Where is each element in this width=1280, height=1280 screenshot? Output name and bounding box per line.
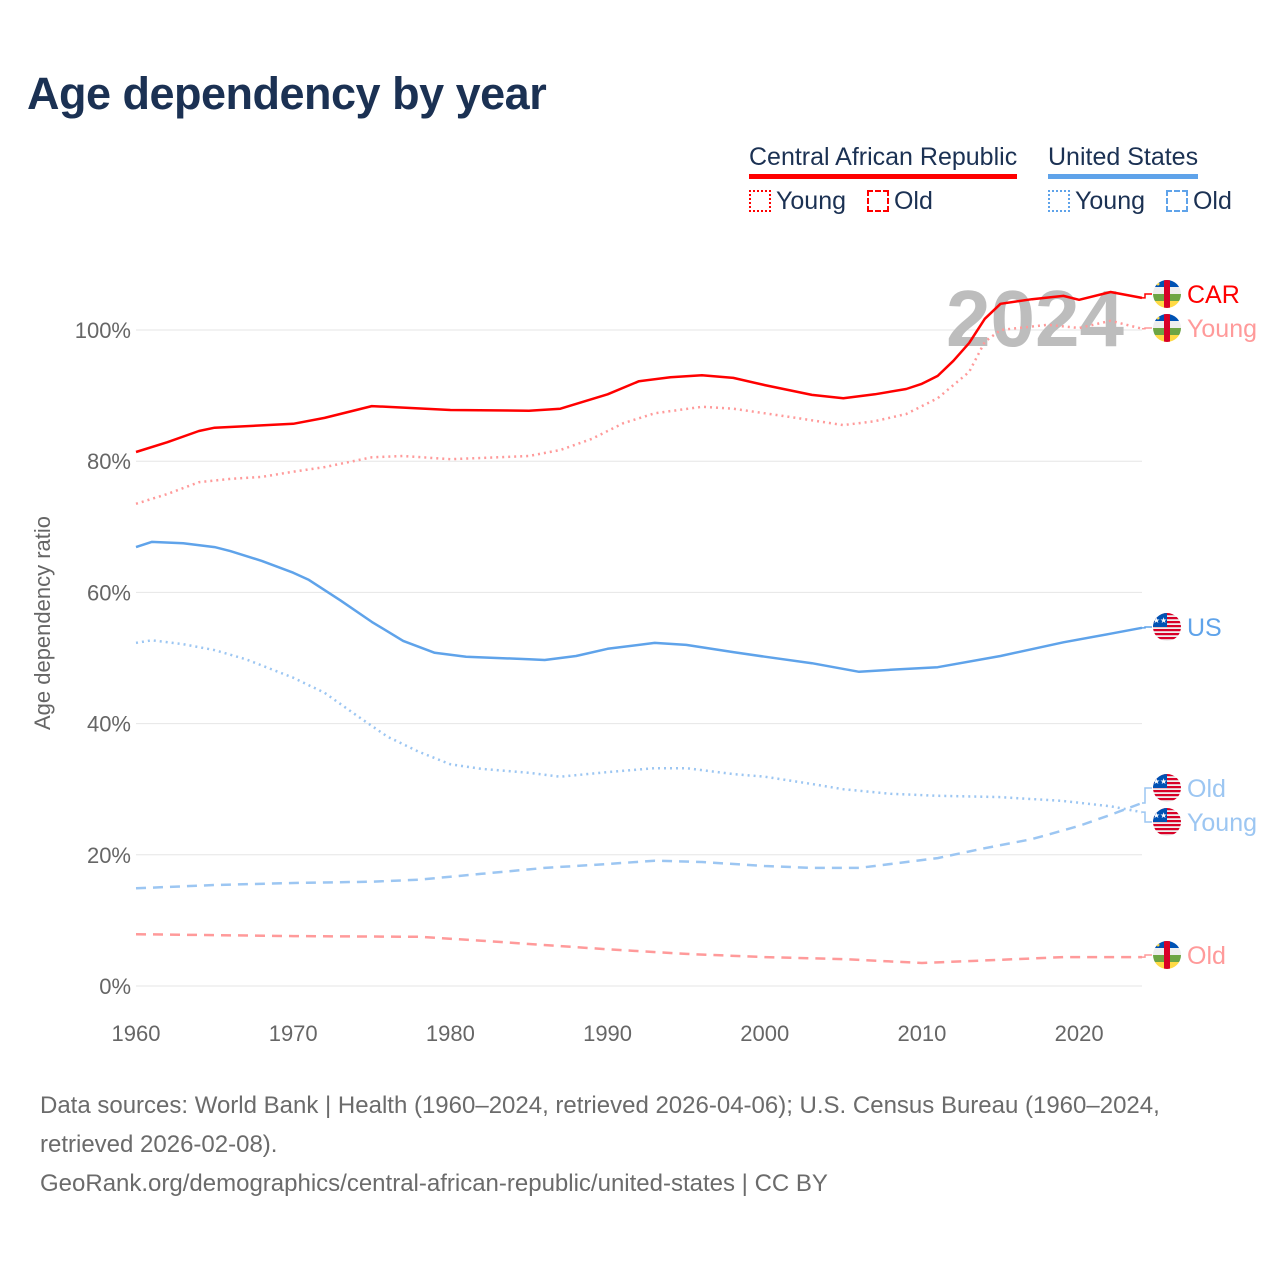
us-flag-icon: ★★: [1153, 774, 1181, 802]
legend-car[interactable]: Central African Republic Young Old: [749, 143, 1018, 216]
line-chart: 0% 20% 40% 60% 80% 100% 1960 1970 1980 1990 2000 20…: [30, 274, 1257, 1046]
y-tick-label: 60%: [87, 580, 131, 605]
source-url[interactable]: GeoRank.org/demographics/central-african…: [40, 1170, 828, 1197]
car-flag-icon: [1153, 941, 1181, 969]
us-flag-icon: ★★: [1153, 613, 1181, 641]
legend-label: Old: [1192, 187, 1232, 215]
legend-label: Old: [893, 187, 933, 215]
leader-line: [1142, 327, 1152, 330]
svg-text:★★: ★★: [1153, 777, 1167, 786]
x-tick-label: 1970: [269, 1021, 318, 1046]
y-tick-label: 80%: [87, 449, 131, 474]
y-tick-label: 40%: [87, 712, 131, 737]
end-label-car: CAR: [1187, 281, 1240, 309]
legend-label: Young: [1075, 187, 1145, 215]
car-flag-icon: [1153, 280, 1181, 308]
y-axis-label: Age dependency ratio: [30, 516, 55, 730]
series-line-us-young: [135, 639, 1143, 814]
x-tick-label: 2000: [740, 1021, 789, 1046]
current-year-watermark: 2024: [946, 274, 1124, 363]
leader-line: [1142, 787, 1152, 804]
svg-text:★★: ★★: [1153, 616, 1167, 625]
y-tick-label: 100%: [75, 318, 131, 343]
dashed-swatch-icon: [1165, 190, 1188, 212]
y-tick-label: 20%: [87, 843, 131, 868]
dotted-swatch-icon: [1048, 190, 1070, 212]
leader-line: [1142, 293, 1152, 299]
series-line-car-old: [135, 932, 1142, 965]
dotted-swatch-icon: [749, 190, 771, 212]
end-label-us: US: [1187, 614, 1222, 642]
legend-car-old[interactable]: Old: [866, 187, 933, 215]
legend-country-car[interactable]: Central African Republic: [749, 143, 1018, 179]
dashed-swatch-icon: [866, 190, 889, 212]
legend-us[interactable]: United States Young Old: [1048, 143, 1232, 216]
y-tick-label: 0%: [99, 974, 131, 999]
end-label-us-old: Old: [1187, 775, 1226, 803]
series-line-us-old: [135, 801, 1143, 890]
series-line-us: [135, 540, 1143, 674]
legend-us-old[interactable]: Old: [1165, 187, 1232, 215]
leader-line: [1142, 811, 1152, 823]
chart-title: Age dependency by year: [27, 68, 547, 119]
data-sources: Data sources: World Bank | Health (1960–…: [40, 1092, 1160, 1158]
legend-country-us[interactable]: United States: [1048, 143, 1199, 179]
legend-label: Young: [776, 187, 846, 215]
x-tick-label: 1960: [112, 1021, 161, 1046]
leader-line: [1142, 954, 1152, 958]
x-tick-label: 1980: [426, 1021, 475, 1046]
series-line-car-young: [135, 319, 1143, 505]
x-tick-label: 2020: [1055, 1021, 1104, 1046]
end-label-car-young: Young: [1187, 315, 1257, 343]
x-tick-label: 1990: [583, 1021, 632, 1046]
legend-car-young[interactable]: Young: [749, 187, 846, 215]
legend-us-young[interactable]: Young: [1048, 187, 1145, 215]
us-flag-icon: ★★: [1153, 808, 1181, 836]
leader-line: [1142, 626, 1152, 629]
car-flag-icon: [1153, 314, 1181, 342]
x-tick-label: 2010: [897, 1021, 946, 1046]
end-label-car-old: Old: [1187, 942, 1226, 970]
series-line-car: [135, 290, 1143, 454]
end-label-us-young: Young: [1187, 809, 1257, 837]
svg-text:★★: ★★: [1153, 811, 1167, 820]
